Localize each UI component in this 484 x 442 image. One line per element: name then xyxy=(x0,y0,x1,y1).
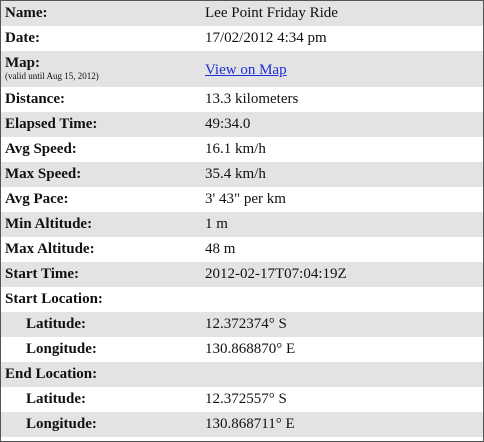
name-value: Lee Point Friday Ride xyxy=(205,5,338,21)
detail-row-max-altitude: Max Altitude: 48 m xyxy=(1,237,483,262)
detail-row-end-longitude: Longitude: 130.868711° E xyxy=(1,412,483,437)
detail-row-start-longitude: Longitude: 130.868870° E xyxy=(1,337,483,362)
detail-row-distance: Distance: 13.3 kilometers xyxy=(1,87,483,112)
start-longitude-value: 130.868870° E xyxy=(205,341,296,357)
distance-value: 13.3 kilometers xyxy=(205,91,299,107)
max-altitude-label: Max Altitude: xyxy=(5,241,95,257)
min-altitude-label: Min Altitude: xyxy=(5,216,93,232)
map-validity-note: (valid until Aug 15, 2012) xyxy=(5,71,99,81)
start-latitude-label: Latitude: xyxy=(26,316,86,332)
detail-row-start-time: Start Time: 2012-02-17T07:04:19Z xyxy=(1,262,483,287)
detail-row-min-altitude: Min Altitude: 1 m xyxy=(1,212,483,237)
detail-row-avg-speed: Avg Speed: 16.1 km/h xyxy=(1,137,483,162)
elapsed-time-label: Elapsed Time: xyxy=(5,116,98,132)
detail-row-end-latitude: Latitude: 12.372557° S xyxy=(1,387,483,412)
max-speed-value: 35.4 km/h xyxy=(205,166,266,182)
start-time-label: Start Time: xyxy=(5,266,80,282)
end-longitude-label: Longitude: xyxy=(26,416,97,432)
detail-row-start-location: Start Location: xyxy=(1,287,483,312)
map-value: View on Map xyxy=(205,62,287,79)
min-altitude-value: 1 m xyxy=(205,216,228,232)
end-longitude-value: 130.868711° E xyxy=(205,416,295,432)
start-time-value: 2012-02-17T07:04:19Z xyxy=(205,266,347,282)
detail-row-name: Name: Lee Point Friday Ride xyxy=(1,1,483,26)
map-label: Map: xyxy=(5,55,40,71)
detail-row-date: Date: 17/02/2012 4:34 pm xyxy=(1,26,483,51)
date-value: 17/02/2012 4:34 pm xyxy=(205,30,327,46)
elapsed-time-value: 49:34.0 xyxy=(205,116,251,132)
detail-row-end-location: End Location: xyxy=(1,362,483,387)
map-label-group: Map: (valid until Aug 15, 2012) xyxy=(5,56,99,82)
detail-row-start-latitude: Latitude: 12.372374° S xyxy=(1,312,483,337)
end-location-label: End Location: xyxy=(5,366,98,382)
avg-speed-value: 16.1 km/h xyxy=(205,141,266,157)
start-location-label: Start Location: xyxy=(5,291,103,307)
detail-row-elapsed-time: Elapsed Time: 49:34.0 xyxy=(1,112,483,137)
distance-label: Distance: xyxy=(5,91,65,107)
max-speed-label: Max Speed: xyxy=(5,166,82,182)
start-longitude-label: Longitude: xyxy=(26,341,97,357)
max-altitude-value: 48 m xyxy=(205,241,236,257)
avg-pace-label: Avg Pace: xyxy=(5,191,69,207)
end-latitude-label: Latitude: xyxy=(26,391,86,407)
start-latitude-value: 12.372374° S xyxy=(205,316,287,332)
detail-row-map: Map: (valid until Aug 15, 2012) View on … xyxy=(1,51,483,87)
detail-row-avg-pace: Avg Pace: 3' 43" per km xyxy=(1,187,483,212)
date-label: Date: xyxy=(5,30,40,46)
name-label: Name: xyxy=(5,5,48,21)
avg-pace-value: 3' 43" per km xyxy=(205,191,286,207)
end-latitude-value: 12.372557° S xyxy=(205,391,287,407)
avg-speed-label: Avg Speed: xyxy=(5,141,77,157)
view-on-map-link[interactable]: View on Map xyxy=(205,62,287,78)
detail-row-max-speed: Max Speed: 35.4 km/h xyxy=(1,162,483,187)
